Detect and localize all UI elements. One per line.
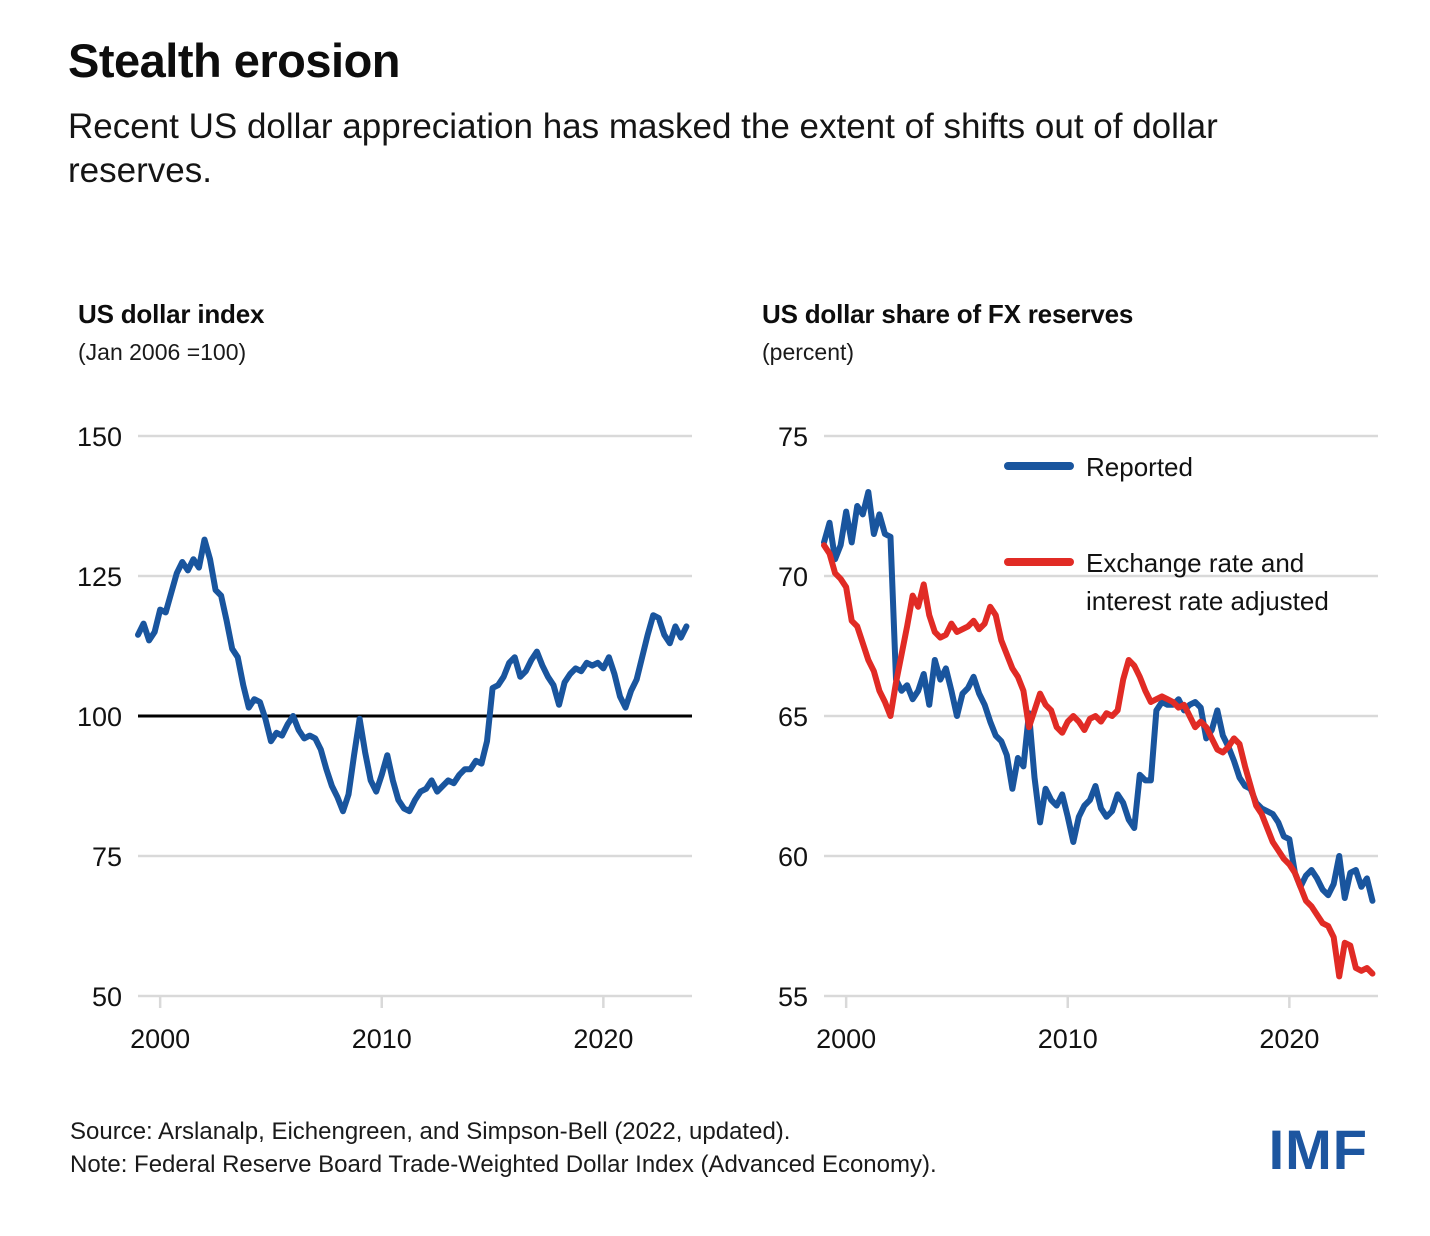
x-axis-tick-label: 2010 xyxy=(352,1024,412,1054)
x-axis-tick-label: 2000 xyxy=(130,1024,190,1054)
x-axis-tick-label: 2020 xyxy=(573,1024,633,1054)
y-axis-tick-label: 50 xyxy=(92,982,122,1012)
right-chart-unit: (percent) xyxy=(762,338,855,365)
imf-logo: IMF xyxy=(1268,1118,1368,1181)
left-chart-title: US dollar index xyxy=(78,299,265,329)
legend-label: interest rate adjusted xyxy=(1086,586,1329,616)
left-chart-plot: 50 75 100 125 150 2000 2010 2020 xyxy=(60,418,700,1078)
right-chart-title: US dollar share of FX reserves xyxy=(762,299,1134,329)
right-chart-plot: 55 60 65 70 75 2000 2010 2020 Reported Exchange r… xyxy=(746,418,1386,1078)
us-dollar-index-chart: 50 75 100 125 150 2000 2010 2020 xyxy=(77,422,692,1054)
panel-heading-right: US dollar share of FX reserves (percent) xyxy=(762,299,1382,365)
legend-label: Exchange rate and xyxy=(1086,548,1304,578)
series-line-2 xyxy=(821,542,1376,980)
header: Stealth erosion Recent US dollar appreci… xyxy=(68,34,1368,194)
y-axis-tick-label: 75 xyxy=(92,842,122,872)
y-axis-tick-label: 100 xyxy=(77,702,122,732)
series-line-1 xyxy=(135,536,690,815)
x-axis-tick-label: 2010 xyxy=(1038,1024,1098,1054)
legend-label: Reported xyxy=(1086,452,1193,482)
y-axis-tick-label: 125 xyxy=(77,562,122,592)
us-dollar-share-chart: 55 60 65 70 75 2000 2010 2020 Reported Exchange r… xyxy=(778,422,1378,1054)
series-line-1 xyxy=(821,489,1376,904)
page-title: Stealth erosion xyxy=(68,34,401,87)
x-axis-tick-label: 2000 xyxy=(816,1024,876,1054)
y-axis-tick-label: 150 xyxy=(77,422,122,452)
legend-item-1: Reported xyxy=(1004,452,1193,482)
left-chart-unit: (Jan 2006 =100) xyxy=(78,338,247,365)
note-text: Note: Federal Reserve Board Trade-Weight… xyxy=(70,1151,937,1179)
page-subtitle: Recent US dollar appreciation has masked… xyxy=(68,106,1218,191)
y-axis-tick-label: 70 xyxy=(778,562,808,592)
x-axis-tick-label: 2020 xyxy=(1259,1024,1319,1054)
y-axis-tick-label: 75 xyxy=(778,422,808,452)
y-axis-tick-label: 65 xyxy=(778,702,808,732)
source-text: Source: Arslanalp, Eichengreen, and Simp… xyxy=(70,1118,791,1145)
y-axis-tick-label: 55 xyxy=(778,982,808,1012)
footer: Source: Arslanalp, Eichengreen, and Simp… xyxy=(70,1115,1220,1181)
y-axis-tick-label: 60 xyxy=(778,842,808,872)
panel-heading-left: US dollar index (Jan 2006 =100) xyxy=(78,299,698,365)
legend-item-2: Exchange rate and interest rate adjusted xyxy=(1004,548,1329,616)
